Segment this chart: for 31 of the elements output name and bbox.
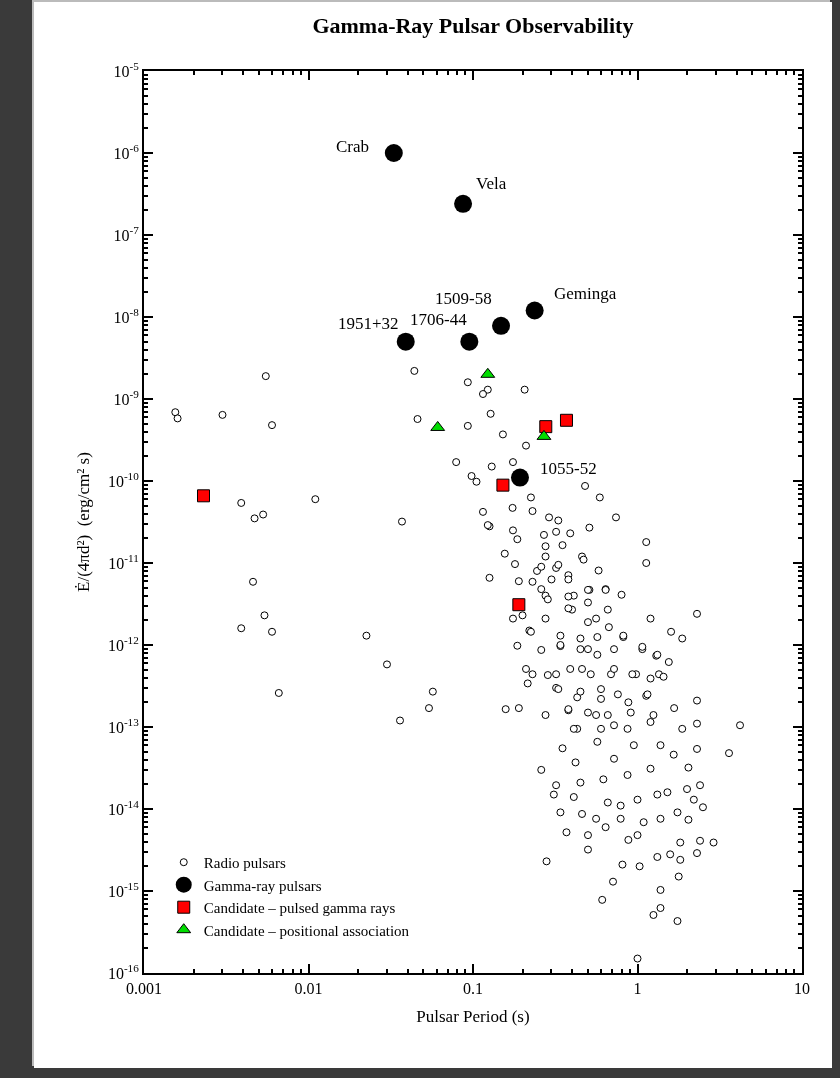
legend-label: Candidate – positional association: [203, 922, 410, 939]
legend-label: Candidate – pulsed gamma rays: [203, 900, 396, 917]
x-tick-label: 1: [633, 980, 642, 998]
annotation: Geminga: [554, 284, 617, 303]
x-tick-label: 10: [794, 980, 810, 998]
legend-label: Radio pulsars: [203, 855, 286, 872]
annotation: 1055-52: [540, 459, 597, 478]
annotation: 1706-44: [410, 310, 468, 329]
annotation: Crab: [336, 137, 370, 156]
legend-label: Gamma-ray pulsars: [203, 877, 322, 894]
y-tick-label: 10$^{-11}$: [108, 551, 139, 572]
y-tick-label: 10$^{-16}$: [107, 961, 140, 982]
annotation: 1951+32: [338, 314, 399, 333]
y-tick-label: 10$^{-6}$: [113, 141, 140, 162]
x-tick-label: 0.1: [463, 980, 483, 998]
y-tick-label: 10$^{-12}$: [107, 633, 139, 654]
annotation: 1509-58: [435, 289, 492, 308]
y-tick-label: 10$^{-8}$: [113, 305, 140, 326]
y-tick-label: 10$^{-13}$: [107, 715, 140, 736]
x-tick-label: 0.001: [126, 980, 162, 998]
annotation: Vela: [476, 174, 507, 193]
x-tick-label: 0.01: [294, 980, 323, 998]
y-tick-label: 10$^{-15}$: [107, 879, 140, 900]
x-axis-title: Pulsar Period (s): [416, 1007, 530, 1027]
y-tick-label: 10$^{-10}$: [107, 469, 140, 490]
y-tick-label: 10$^{-7}$: [113, 223, 140, 244]
y-tick-label: 10$^{-14}$: [107, 797, 140, 818]
chart-title: Gamma-Ray Pulsar Observability: [312, 13, 634, 39]
y-tick-label: 10$^{-5}$: [113, 59, 140, 80]
y-axis-title: Ė/(4πd²) (erg/cm² s): [73, 452, 93, 592]
y-tick-label: 10$^{-9}$: [113, 387, 140, 408]
